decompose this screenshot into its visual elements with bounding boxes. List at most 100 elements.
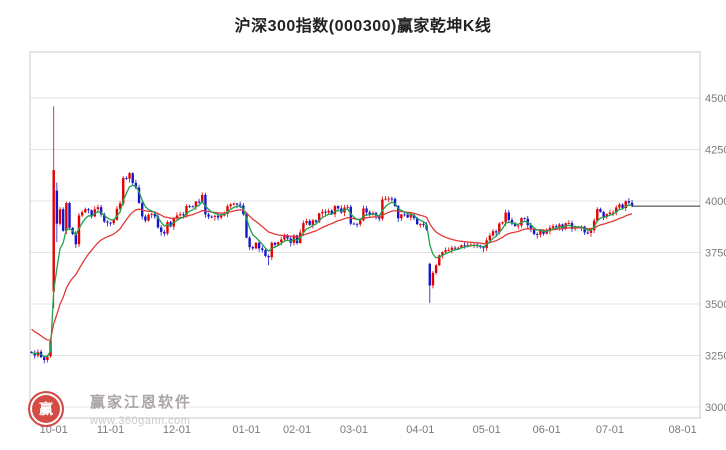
candle-body: [238, 204, 242, 206]
candle-body: [615, 207, 618, 213]
candle-body: [545, 231, 548, 234]
candle-body: [134, 182, 138, 188]
candle-body: [324, 211, 327, 213]
candle-body: [438, 255, 441, 266]
candle-body: [270, 242, 273, 258]
candle-body: [93, 209, 96, 217]
candle-body: [498, 223, 501, 233]
candle-body: [80, 212, 84, 216]
candle-body: [501, 222, 504, 224]
candle-body: [197, 201, 201, 203]
candle-body: [365, 208, 368, 213]
candle-body: [336, 206, 340, 209]
candle-body: [368, 212, 371, 215]
x-axis-label: 01-01: [232, 424, 260, 436]
candle-body: [194, 201, 198, 207]
candle-body: [188, 206, 191, 208]
brand-logo-char: 赢: [39, 401, 53, 417]
candle-body: [419, 224, 422, 225]
candle-body: [412, 214, 416, 219]
candle-body: [232, 203, 236, 205]
candle-body: [235, 203, 239, 205]
candle-body: [103, 214, 106, 222]
candle-body: [99, 207, 103, 215]
candle-body: [207, 214, 210, 217]
candle-body: [621, 204, 624, 209]
candle-body: [264, 250, 267, 257]
candle-body: [311, 220, 315, 225]
candle-body: [43, 357, 46, 361]
candle-body: [163, 231, 166, 234]
candle-body: [333, 206, 337, 215]
candle-body: [532, 229, 536, 234]
candle-body: [415, 218, 419, 225]
candle-body: [523, 218, 526, 219]
candle-body: [204, 194, 207, 215]
candle-body: [539, 230, 542, 235]
plot-border: [29, 51, 701, 419]
candle-body: [65, 203, 68, 231]
candle-body: [30, 351, 33, 354]
candle-body: [362, 208, 365, 221]
candle-body: [346, 206, 349, 208]
y-axis-label: 4500: [705, 93, 726, 105]
candle-body: [457, 247, 460, 249]
candle-body: [115, 208, 119, 220]
candle-body: [387, 198, 390, 200]
x-axis-label: 10-01: [40, 424, 68, 436]
candle-body: [68, 203, 71, 228]
candle-body: [390, 198, 394, 200]
y-axis-label: 3500: [705, 299, 726, 311]
candle-body: [321, 211, 324, 214]
candle-body: [286, 236, 289, 239]
candle-body: [153, 213, 157, 217]
candle-body: [317, 213, 321, 222]
candle-body: [359, 220, 362, 225]
candle-body: [349, 206, 352, 224]
candle-body: [463, 245, 466, 247]
candle-body: [510, 219, 514, 224]
watermark-brand: 赢家江恩软件: [90, 394, 193, 411]
candle-body: [441, 252, 444, 256]
candle-body: [396, 205, 400, 219]
candle-body: [409, 214, 413, 218]
candle-body: [555, 226, 558, 228]
candle-body: [74, 233, 78, 245]
candle-body: [147, 214, 150, 221]
candle-body: [488, 235, 492, 241]
candle-body: [55, 190, 59, 224]
candle-body: [46, 356, 49, 361]
candle-body: [302, 223, 305, 233]
candle-body: [460, 245, 463, 248]
candle-body: [106, 221, 109, 223]
candle-body: [144, 216, 147, 221]
candle-body: [589, 230, 593, 233]
x-axis-label: 02-01: [283, 424, 311, 436]
candle-body: [182, 214, 185, 216]
candle-body: [248, 237, 251, 248]
candle-body: [494, 231, 498, 233]
candle-body: [314, 220, 318, 222]
candle-body: [517, 225, 520, 227]
candle-body: [216, 215, 220, 218]
candle-body: [191, 206, 194, 208]
x-axis-label: 11-01: [97, 424, 124, 436]
candle-body: [381, 199, 384, 219]
candle-body: [178, 214, 182, 216]
y-axis-label: 3000: [705, 402, 726, 414]
candle-body: [428, 263, 431, 286]
candle-body: [599, 209, 602, 212]
candle-body: [257, 242, 261, 249]
y-axis-label: 3250: [705, 351, 726, 363]
candle-body: [280, 239, 283, 243]
candle-body: [384, 198, 387, 200]
candle-body: [513, 223, 517, 227]
y-axis-label: 3750: [705, 248, 726, 260]
candle-body: [469, 244, 473, 246]
candle-body: [567, 223, 571, 224]
candle-body: [561, 224, 564, 229]
candle-body: [536, 233, 539, 235]
candle-body: [431, 272, 435, 286]
